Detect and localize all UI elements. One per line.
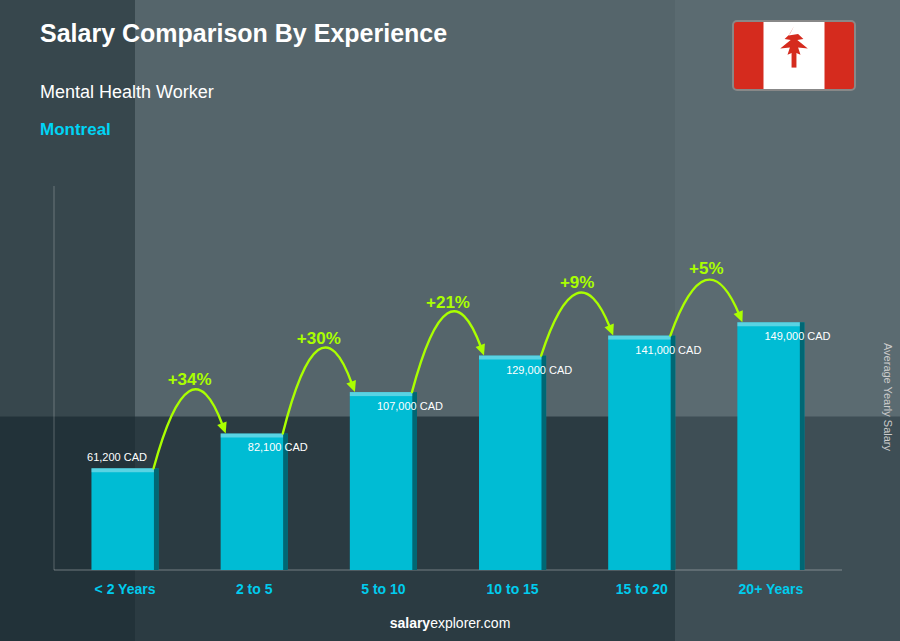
flag-stem — [792, 51, 797, 68]
bar — [737, 322, 804, 570]
x-tick-label: 15 to 20 — [616, 581, 668, 597]
arrow-head — [346, 380, 356, 392]
annotation: +5% — [689, 259, 724, 278]
x-axis-line — [54, 570, 842, 571]
bar-side — [283, 433, 288, 570]
annotation: +34% — [168, 370, 212, 389]
flag-band — [764, 21, 825, 90]
background-fill — [0, 0, 900, 641]
arrow-arc — [412, 311, 481, 392]
flag-border — [733, 21, 855, 90]
bar-cap — [479, 356, 541, 360]
x-tick-label: < 2 Years — [95, 581, 156, 597]
annotation: +30% — [297, 329, 341, 348]
bar — [479, 356, 546, 570]
annotation: +9% — [560, 273, 595, 292]
bar — [608, 336, 675, 570]
bar-side — [154, 468, 159, 570]
data-label: 82,100 CAD — [248, 441, 308, 453]
data-label: 141,000 CAD — [635, 344, 701, 356]
data-label: 61,200 CAD — [87, 451, 147, 463]
arrow-arc — [283, 347, 352, 433]
arrow-arc — [541, 292, 610, 355]
source-part: explorer.com — [430, 615, 510, 631]
bar-cap — [221, 433, 283, 437]
bar-cap — [91, 468, 153, 472]
subtitle: Mental Health Worker — [40, 82, 214, 102]
bar-side — [800, 322, 805, 570]
data-label: 107,000 CAD — [377, 400, 443, 412]
bar-cap — [350, 392, 412, 396]
annotation: +21% — [426, 293, 470, 312]
bar-side — [412, 392, 417, 570]
arrow-head — [217, 421, 226, 433]
arrow-head — [734, 310, 743, 322]
background — [0, 0, 900, 641]
x-tick-label: 20+ Years — [739, 581, 804, 597]
arrow-arc — [154, 389, 223, 468]
data-label: 149,000 CAD — [764, 330, 830, 342]
flag — [733, 21, 855, 90]
background-right — [675, 0, 900, 641]
x-tick-label: 10 to 15 — [487, 581, 539, 597]
arrow-arc — [670, 280, 739, 336]
bars — [91, 322, 804, 570]
bar-cap — [608, 336, 670, 340]
subtitle: Montreal — [40, 120, 111, 139]
source-part: salary — [390, 615, 431, 631]
bar-side — [541, 356, 546, 570]
y-axis-line — [54, 186, 55, 570]
arrow-head — [476, 344, 485, 356]
arrows — [154, 280, 743, 469]
bar-cap — [737, 322, 799, 326]
bar — [221, 433, 288, 570]
flag-leaf — [780, 26, 808, 55]
chart: Salary Comparison By Experience Mental He… — [0, 0, 900, 641]
bar-side — [671, 336, 676, 570]
source: salaryexplorer.com — [390, 615, 511, 631]
x-tick-label: 2 to 5 — [236, 581, 273, 597]
bar — [91, 468, 158, 570]
bar — [350, 392, 417, 570]
flag-field — [733, 21, 855, 90]
title: Salary Comparison By Experience — [40, 19, 447, 47]
data-label: 129,000 CAD — [506, 364, 572, 376]
arrow-head — [605, 324, 614, 336]
y-label: Average Yearly Salary — [882, 343, 894, 452]
x-tick-label: 5 to 10 — [361, 581, 406, 597]
